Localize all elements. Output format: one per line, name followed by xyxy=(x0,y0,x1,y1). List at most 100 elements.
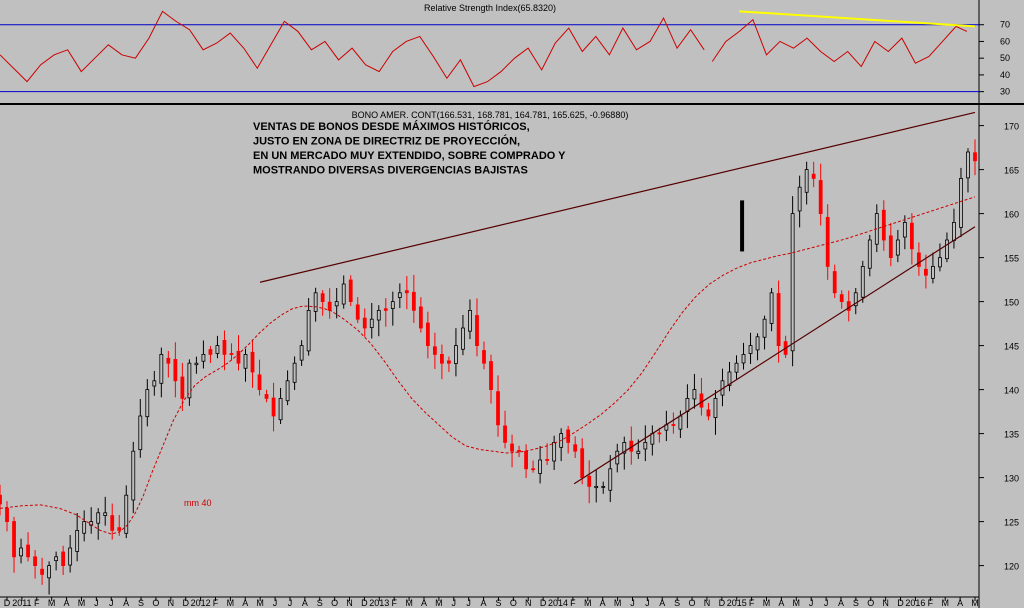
candle-body xyxy=(685,397,690,412)
candle-body xyxy=(264,394,269,399)
x-tick-label: M xyxy=(614,598,622,608)
candle-body xyxy=(103,512,108,516)
x-tick-label: M xyxy=(763,598,771,608)
x-tick-label: J xyxy=(824,598,829,608)
x-tick-label: D xyxy=(182,598,189,608)
candle-body xyxy=(411,291,416,311)
candle-body xyxy=(404,290,409,294)
x-tick-label: N xyxy=(704,598,711,608)
candle-body xyxy=(545,459,550,461)
x-tick-label: 2016 xyxy=(905,598,925,608)
candle-body xyxy=(26,544,30,558)
x-tick-label: O xyxy=(689,598,696,608)
candle-body xyxy=(552,441,557,462)
candle-body xyxy=(447,360,451,364)
candle-body xyxy=(678,415,683,430)
candle-body xyxy=(727,371,732,386)
price-y-tick-label: 140 xyxy=(1004,386,1019,396)
x-tick-label: D xyxy=(719,598,726,608)
price-trendline-0 xyxy=(259,111,976,283)
candle-body xyxy=(271,397,276,417)
rsi-y-tick-label: 30 xyxy=(1000,87,1010,97)
candle-body xyxy=(461,327,465,350)
candle-body xyxy=(517,450,521,452)
x-tick-label: 2013 xyxy=(369,598,389,608)
candle-body xyxy=(33,556,37,567)
candle-body xyxy=(587,475,592,487)
candle-body xyxy=(895,239,900,256)
x-tick-label: J xyxy=(109,598,114,608)
candle-body xyxy=(425,322,430,347)
candle-body xyxy=(61,551,66,566)
candle-body xyxy=(762,318,767,338)
x-tick-label: A xyxy=(123,598,129,608)
candle-body xyxy=(180,376,185,399)
candle-body xyxy=(538,459,543,474)
x-tick-label: M xyxy=(227,598,235,608)
x-tick-label: N xyxy=(346,598,353,608)
candle-body xyxy=(19,547,23,557)
x-tick-label: A xyxy=(302,598,308,608)
price-title: BONO AMER. CONT(166.531, 168.781, 164.78… xyxy=(352,110,629,120)
x-tick-label: O xyxy=(331,598,338,608)
candle-body xyxy=(124,494,129,534)
x-tick-label: J xyxy=(466,598,471,608)
x-tick-label: A xyxy=(600,598,606,608)
candle-body xyxy=(418,306,423,329)
candle-body xyxy=(692,389,697,400)
x-tick-label: M xyxy=(793,598,801,608)
candle-body xyxy=(397,292,402,298)
candle-body xyxy=(68,547,73,566)
x-tick-label: F xyxy=(928,598,934,608)
candle-body xyxy=(320,293,325,303)
candle-body xyxy=(306,309,311,352)
annotation-line: JUSTO EN ZONA DE DIRECTRIZ DE PROYECCIÓN… xyxy=(253,135,520,148)
candle-body xyxy=(355,304,360,320)
candle-body xyxy=(952,221,956,241)
x-tick-label: M xyxy=(78,598,86,608)
price-y-tick-label: 145 xyxy=(1004,342,1019,352)
candle-body xyxy=(145,389,150,418)
rsi-line-1 xyxy=(711,18,968,68)
candle-body xyxy=(706,409,711,417)
candle-body xyxy=(846,301,851,311)
x-tick-label: J xyxy=(273,598,278,608)
candle-body xyxy=(945,239,949,260)
x-tick-label: D xyxy=(4,598,11,608)
candle-body xyxy=(832,271,837,294)
x-tick-label: J xyxy=(94,598,99,608)
candle-body xyxy=(187,362,192,399)
gap-bar xyxy=(740,200,745,252)
candle-body xyxy=(657,432,662,435)
candle-body xyxy=(278,397,283,421)
x-tick-label: 2011 xyxy=(12,598,31,608)
rsi-y-tick-label: 70 xyxy=(1000,20,1010,30)
candle-body xyxy=(215,345,220,354)
ma40-line xyxy=(0,196,976,535)
candle-body xyxy=(923,268,928,276)
x-tick-label: F xyxy=(749,598,755,608)
rsi-y-tick-label: 40 xyxy=(1000,70,1010,80)
candle-body xyxy=(748,345,753,354)
x-tick-label: O xyxy=(867,598,874,608)
x-tick-label: 2012 xyxy=(191,598,211,608)
x-tick-label: O xyxy=(152,598,159,608)
candle-body xyxy=(117,527,122,531)
candle-body xyxy=(699,393,704,408)
candle-body xyxy=(818,180,823,215)
candle-body xyxy=(713,397,718,418)
candle-body xyxy=(902,221,907,238)
price-y-tick-label: 170 xyxy=(1004,122,1019,132)
x-tick-label: F xyxy=(391,598,397,608)
candle-body xyxy=(96,512,101,524)
price-y-tick-label: 135 xyxy=(1004,430,1019,440)
candle-body xyxy=(285,380,290,402)
x-tick-label: J xyxy=(288,598,293,608)
rsi-y-tick-label: 60 xyxy=(1000,36,1010,46)
annotation-line: VENTAS DE BONOS DESDE MÁXIMOS HISTÓRICOS… xyxy=(253,120,530,133)
candle-body xyxy=(580,448,585,479)
candle-body xyxy=(369,318,374,328)
candle-body xyxy=(475,315,479,347)
rsi-line-0 xyxy=(0,10,705,88)
